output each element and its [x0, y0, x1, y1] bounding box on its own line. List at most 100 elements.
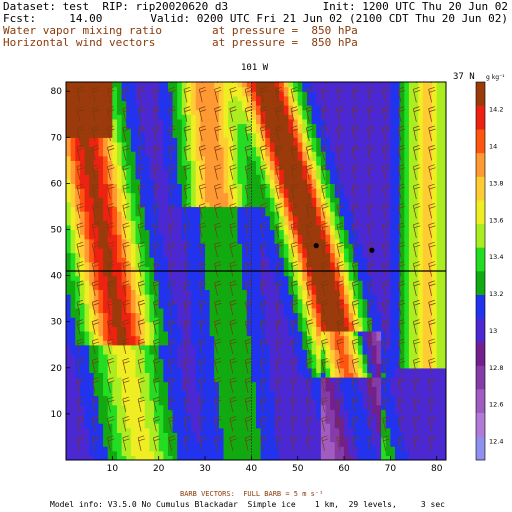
field-cell — [265, 404, 271, 410]
field-cell — [98, 303, 104, 309]
field-cell — [320, 349, 327, 355]
field-cell — [135, 455, 141, 460]
field-cell — [205, 289, 211, 295]
field-cell — [70, 441, 76, 447]
field-cell — [311, 284, 317, 291]
field-cell — [274, 372, 280, 378]
field-cell — [191, 211, 197, 217]
field-cell — [167, 381, 174, 387]
field-cell — [279, 358, 285, 364]
field-cell — [269, 418, 276, 424]
field-cell — [214, 340, 220, 346]
field-cell — [293, 289, 299, 295]
field-cell — [126, 114, 132, 120]
field-cell — [186, 372, 192, 378]
field-cell — [140, 201, 146, 208]
field-cell — [232, 423, 239, 429]
field-cell — [311, 128, 317, 134]
field-cell — [186, 390, 192, 397]
field-cell — [149, 446, 155, 452]
field-cell — [112, 312, 118, 318]
field-cell — [66, 146, 72, 152]
field-cell — [112, 330, 118, 337]
field-cell — [98, 192, 104, 198]
field-cell — [186, 82, 192, 88]
field-cell — [195, 321, 201, 327]
field-cell — [334, 118, 341, 125]
field-cell — [283, 400, 290, 406]
field-cell — [103, 229, 109, 235]
field-cell — [177, 303, 183, 309]
field-cell — [334, 197, 341, 203]
field-cell — [75, 349, 81, 355]
field-cell — [79, 418, 86, 424]
field-cell — [232, 95, 239, 102]
field-cell — [93, 289, 100, 295]
field-cell — [130, 358, 137, 364]
field-cell — [103, 164, 109, 171]
field-cell — [265, 307, 271, 314]
field-cell — [93, 132, 100, 138]
field-cell — [93, 446, 100, 452]
field-cell — [330, 257, 336, 263]
field-cell — [246, 344, 252, 350]
field-cell — [79, 243, 86, 249]
field-cell — [316, 418, 322, 424]
field-cell — [177, 275, 183, 281]
field-cell — [269, 100, 276, 106]
field-cell — [260, 169, 266, 175]
field-cell — [339, 330, 345, 337]
field-cell — [279, 178, 285, 185]
field-cell — [288, 367, 294, 374]
field-cell — [98, 169, 104, 175]
field-cell — [144, 132, 151, 138]
field-cell — [181, 326, 188, 332]
field-cell — [246, 109, 252, 115]
field-cell — [283, 114, 290, 120]
field-cell — [89, 317, 95, 323]
field-cell — [242, 432, 248, 438]
field-cell — [302, 450, 308, 456]
field-cell — [200, 95, 206, 102]
field-cell — [330, 284, 336, 291]
field-cell — [306, 247, 313, 254]
field-cell — [246, 178, 252, 185]
field-cell — [158, 105, 164, 111]
field-cell — [177, 363, 183, 369]
field-cell — [320, 381, 327, 387]
field-cell — [126, 137, 132, 143]
field-cell — [181, 363, 188, 369]
field-cell — [163, 381, 169, 387]
field-cell — [320, 432, 327, 438]
field-cell — [288, 100, 294, 106]
field-cell — [140, 335, 146, 341]
field-cell — [297, 146, 303, 152]
field-cell — [339, 178, 345, 185]
field-cell — [311, 450, 317, 456]
field-cell — [209, 441, 215, 447]
field-cell — [116, 303, 123, 309]
field-cell — [195, 146, 201, 152]
field-cell — [218, 160, 225, 166]
field-cell — [140, 386, 146, 392]
field-cell — [279, 298, 285, 304]
field-cell — [311, 206, 317, 212]
field-cell — [288, 413, 294, 420]
field-cell — [218, 151, 225, 157]
field-cell — [325, 303, 331, 309]
field-cell — [75, 201, 81, 208]
field-cell — [140, 349, 146, 355]
field-cell — [116, 220, 123, 226]
field-cell — [325, 423, 331, 429]
field-cell — [172, 197, 178, 203]
field-cell — [311, 151, 317, 157]
field-cell — [279, 160, 285, 166]
field-cell — [330, 118, 336, 125]
field-cell — [223, 441, 229, 447]
field-cell — [209, 326, 215, 332]
field-cell — [223, 427, 229, 433]
field-cell — [242, 427, 248, 433]
field-cell — [228, 367, 234, 374]
field-cell — [163, 243, 169, 249]
field-cell — [288, 395, 294, 401]
